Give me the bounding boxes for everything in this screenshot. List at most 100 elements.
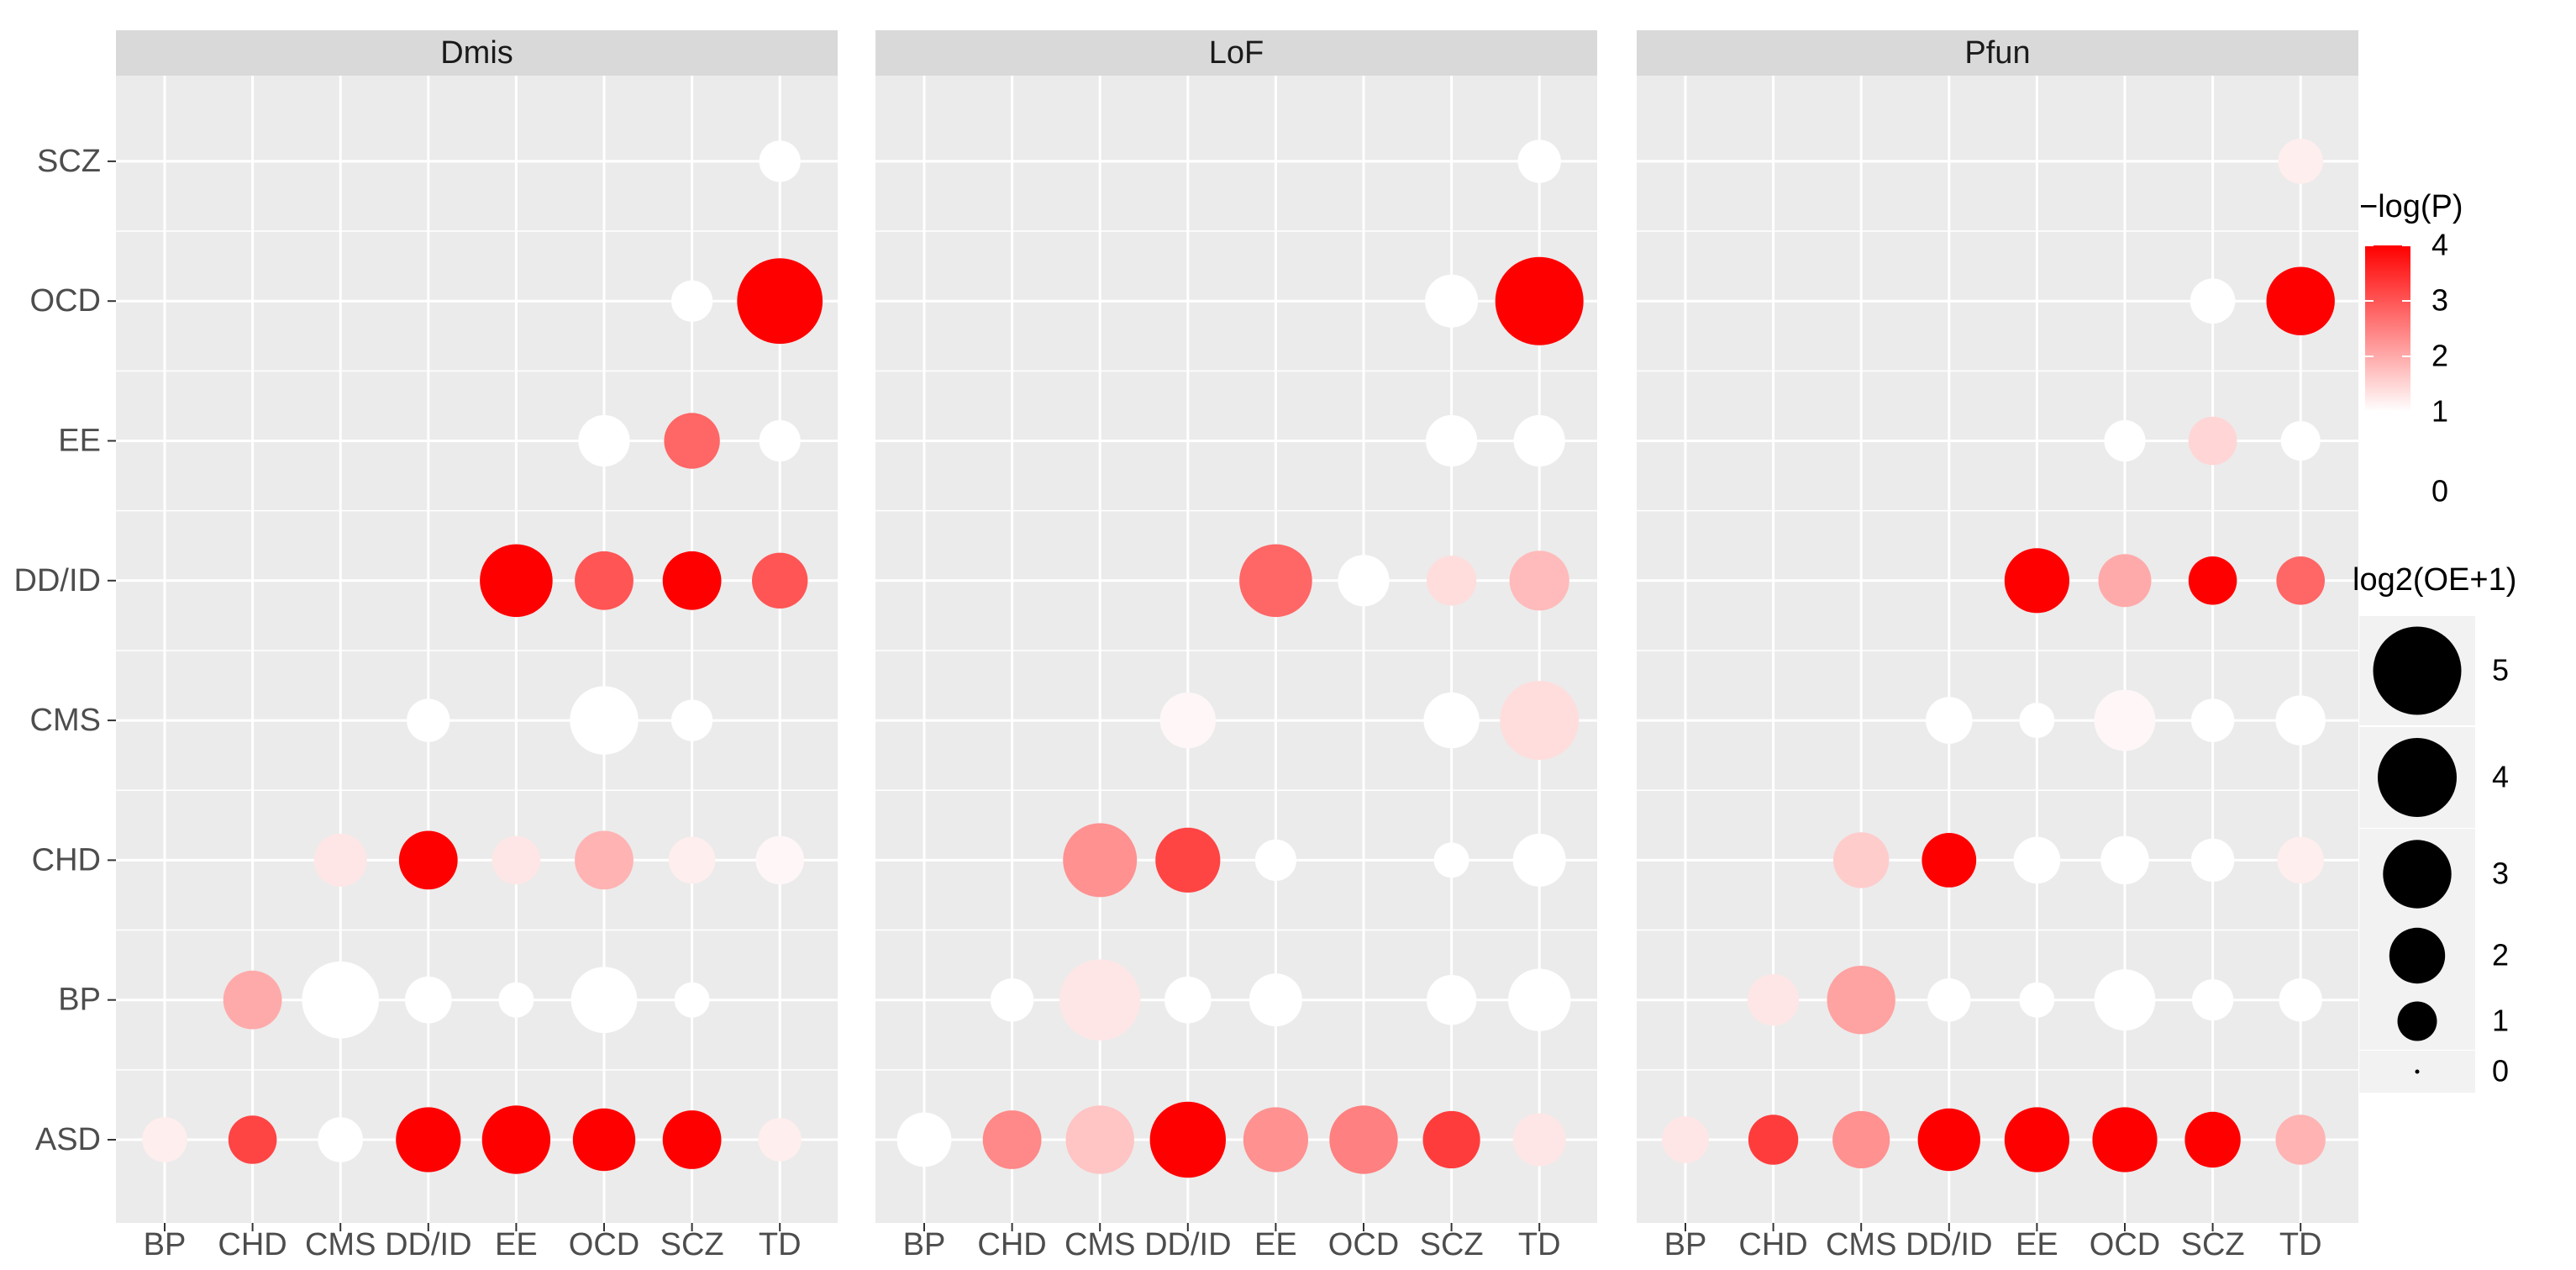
x-tick-label: CMS — [1065, 1227, 1135, 1262]
data-point — [1425, 274, 1479, 328]
data-point — [1748, 974, 1800, 1026]
data-point — [1508, 968, 1571, 1031]
x-tick-label: DD/ID — [1906, 1227, 1992, 1262]
data-point — [1433, 842, 1469, 878]
data-point — [990, 978, 1034, 1022]
facet-strip-dmis — [116, 30, 838, 76]
data-point — [2094, 689, 2156, 751]
data-point — [1065, 1105, 1134, 1174]
facet-title-lof: LoF — [1209, 35, 1264, 71]
data-point — [2192, 979, 2234, 1021]
x-tick-label: BP — [1664, 1227, 1707, 1262]
data-point — [737, 258, 823, 345]
data-point — [2275, 695, 2326, 746]
x-tick-label: EE — [2016, 1227, 2058, 1262]
y-tick-label: BP — [58, 983, 101, 1018]
data-point — [572, 1108, 636, 1172]
x-tick-label: CHD — [218, 1227, 287, 1262]
data-point — [498, 982, 534, 1018]
x-tick-label: EE — [1254, 1227, 1297, 1262]
data-point — [1063, 823, 1138, 898]
y-tick-label: ASD — [35, 1122, 101, 1157]
size-legend-dot — [2378, 738, 2457, 817]
data-point — [407, 698, 450, 742]
data-point — [982, 1110, 1042, 1169]
data-point — [1149, 1101, 1227, 1178]
x-tick-label: TD — [1518, 1227, 1561, 1262]
data-point — [1254, 839, 1296, 881]
data-point — [1921, 833, 1977, 888]
data-point — [2098, 554, 2152, 608]
data-point — [1426, 414, 1478, 467]
data-point — [1329, 1105, 1398, 1174]
data-point — [1517, 140, 1561, 183]
size-legend-dot — [2397, 1001, 2437, 1041]
data-point — [480, 544, 553, 618]
data-point — [1249, 973, 1302, 1027]
data-point — [313, 833, 367, 887]
data-point — [758, 1118, 802, 1162]
data-point — [2190, 698, 2235, 742]
data-point — [2013, 836, 2061, 884]
y-tick-label: CMS — [30, 703, 101, 738]
x-tick-label: OCD — [1328, 1227, 1399, 1262]
y-tick-label: EE — [58, 424, 101, 459]
data-point — [578, 414, 630, 467]
data-point — [671, 280, 713, 322]
data-point — [1662, 1116, 1709, 1163]
data-point — [1164, 976, 1212, 1024]
data-point — [396, 1107, 461, 1173]
data-point — [759, 419, 801, 462]
data-point — [2094, 969, 2156, 1031]
data-point — [1926, 697, 1973, 744]
data-point — [2277, 836, 2324, 884]
data-point — [492, 835, 541, 885]
data-point — [405, 976, 452, 1024]
data-point — [662, 1110, 722, 1169]
data-point — [223, 970, 282, 1030]
x-tick-label: DD/ID — [385, 1227, 471, 1262]
color-legend-label: 1 — [2431, 394, 2448, 429]
data-point — [1243, 1107, 1308, 1173]
size-legend-label: 3 — [2492, 856, 2509, 891]
data-point — [2190, 838, 2235, 883]
data-point — [228, 1115, 277, 1164]
y-tick-label: OCD — [30, 283, 101, 319]
x-tick-label: CMS — [305, 1227, 376, 1262]
data-point — [1512, 1113, 1566, 1167]
size-legend-label: 2 — [2492, 938, 2509, 972]
x-tick-label: SCZ — [1420, 1227, 1484, 1262]
data-point — [752, 552, 808, 609]
panel-pfun — [1637, 76, 2358, 1223]
data-point — [2190, 278, 2236, 324]
x-tick-label: CHD — [977, 1227, 1046, 1262]
data-point — [398, 830, 458, 890]
data-point — [1422, 1110, 1480, 1169]
facet-title-pfun: Pfun — [1964, 35, 2030, 71]
data-point — [1500, 681, 1580, 761]
data-point — [2104, 419, 2146, 462]
data-point — [2188, 416, 2237, 466]
x-tick-label: CHD — [1738, 1227, 1807, 1262]
data-point — [142, 1117, 187, 1162]
data-point — [1495, 256, 1584, 345]
facet-strip-pfun — [1637, 30, 2358, 76]
data-point — [896, 1112, 952, 1167]
data-point — [1426, 556, 1477, 606]
x-tick-label: SCZ — [660, 1227, 724, 1262]
facet-title-dmis: Dmis — [440, 35, 513, 71]
data-point — [2184, 1111, 2241, 1168]
data-point — [481, 1105, 551, 1174]
data-point — [2019, 982, 2055, 1018]
data-point — [1917, 1108, 1980, 1172]
data-point — [2275, 1115, 2326, 1165]
data-point — [1513, 414, 1565, 467]
data-point — [318, 1117, 364, 1162]
x-tick-label: BP — [144, 1227, 187, 1262]
data-point — [1827, 966, 1895, 1035]
data-point — [2100, 835, 2149, 885]
size-legend-label: 5 — [2492, 653, 2509, 688]
y-tick-label: SCZ — [37, 144, 101, 179]
data-point — [2266, 266, 2335, 335]
